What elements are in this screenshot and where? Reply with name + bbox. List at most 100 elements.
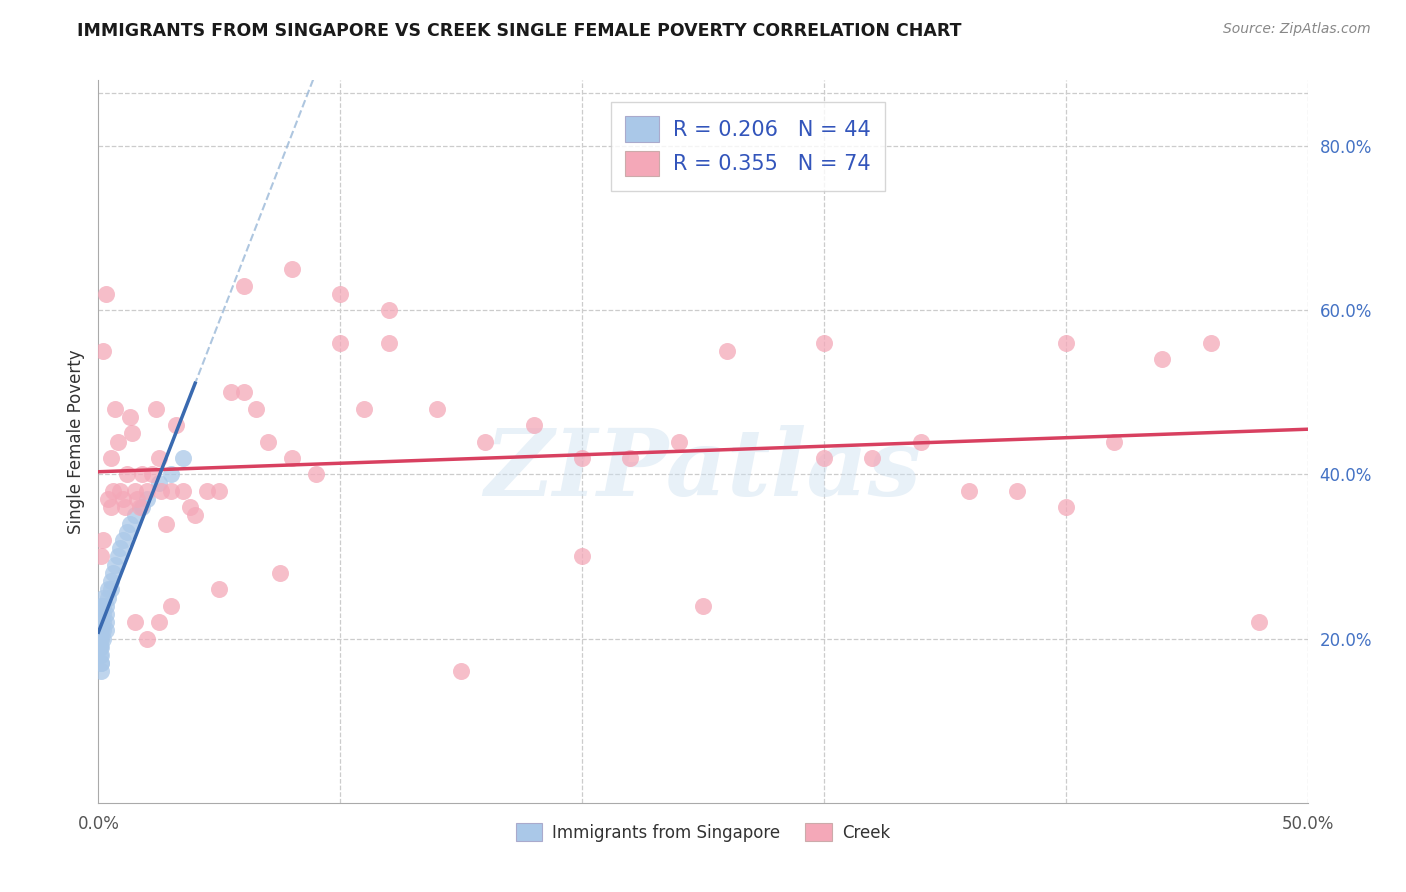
Point xyxy=(1249,615,1271,630)
Point xyxy=(90,615,112,630)
Point xyxy=(155,516,177,531)
Point xyxy=(100,574,122,588)
Point xyxy=(100,450,122,465)
Point xyxy=(91,615,114,630)
Point xyxy=(208,483,231,498)
Point xyxy=(91,599,114,613)
Point xyxy=(90,599,112,613)
Point xyxy=(160,599,183,613)
Point xyxy=(172,483,194,498)
Point xyxy=(1054,500,1077,515)
Point xyxy=(160,467,183,482)
Text: IMMIGRANTS FROM SINGAPORE VS CREEK SINGLE FEMALE POVERTY CORRELATION CHART: IMMIGRANTS FROM SINGAPORE VS CREEK SINGL… xyxy=(77,22,962,40)
Point xyxy=(1054,336,1077,351)
Point xyxy=(813,336,835,351)
Point xyxy=(100,582,122,597)
Point xyxy=(97,591,120,605)
Point xyxy=(135,632,157,646)
Point xyxy=(89,632,111,646)
Point xyxy=(353,401,375,416)
Point xyxy=(91,344,114,359)
Point xyxy=(124,508,146,523)
Point xyxy=(107,434,129,449)
Point xyxy=(101,483,124,498)
Point xyxy=(1007,483,1029,498)
Point xyxy=(90,632,112,646)
Point xyxy=(114,500,136,515)
Point xyxy=(165,418,187,433)
Point xyxy=(90,640,112,654)
Point xyxy=(97,491,120,506)
Point xyxy=(232,278,254,293)
Point xyxy=(232,385,254,400)
Point xyxy=(571,450,593,465)
Point xyxy=(281,262,304,277)
Point xyxy=(108,483,131,498)
Point xyxy=(100,500,122,515)
Point xyxy=(426,401,449,416)
Point xyxy=(619,450,641,465)
Point xyxy=(117,467,139,482)
Point xyxy=(1199,336,1222,351)
Point xyxy=(813,450,835,465)
Point xyxy=(108,541,131,556)
Point xyxy=(692,599,714,613)
Point xyxy=(97,582,120,597)
Point xyxy=(571,549,593,564)
Point xyxy=(104,401,127,416)
Point xyxy=(94,615,117,630)
Point xyxy=(111,491,134,506)
Point xyxy=(91,632,114,646)
Point xyxy=(145,401,167,416)
Point xyxy=(208,582,231,597)
Point xyxy=(94,624,117,638)
Point xyxy=(474,434,496,449)
Point xyxy=(89,624,111,638)
Point xyxy=(91,533,114,547)
Point xyxy=(160,483,183,498)
Point xyxy=(179,500,201,515)
Point xyxy=(148,615,170,630)
Point xyxy=(305,467,328,482)
Point xyxy=(90,665,112,679)
Point xyxy=(89,640,111,654)
Point xyxy=(91,624,114,638)
Point xyxy=(118,516,141,531)
Point xyxy=(124,483,146,498)
Point xyxy=(127,491,149,506)
Point xyxy=(89,607,111,621)
Point xyxy=(94,599,117,613)
Text: ZIPatlas: ZIPatlas xyxy=(485,425,921,516)
Point xyxy=(90,657,112,671)
Point xyxy=(135,483,157,498)
Point xyxy=(141,467,163,482)
Point xyxy=(121,426,143,441)
Point xyxy=(90,648,112,662)
Point xyxy=(450,665,472,679)
Point xyxy=(523,418,546,433)
Point xyxy=(89,615,111,630)
Point xyxy=(910,434,932,449)
Point xyxy=(281,450,304,465)
Point xyxy=(245,401,267,416)
Point xyxy=(221,385,243,400)
Point xyxy=(135,491,157,506)
Point xyxy=(91,607,114,621)
Point xyxy=(148,450,170,465)
Point xyxy=(716,344,738,359)
Point xyxy=(124,615,146,630)
Point xyxy=(329,286,352,301)
Point xyxy=(957,483,980,498)
Point xyxy=(377,336,399,351)
Point xyxy=(117,524,139,539)
Point xyxy=(107,549,129,564)
Point xyxy=(148,475,170,490)
Point xyxy=(131,500,153,515)
Point xyxy=(90,624,112,638)
Point xyxy=(104,558,127,572)
Point xyxy=(1152,352,1174,367)
Point xyxy=(118,409,141,424)
Point xyxy=(860,450,883,465)
Point xyxy=(90,549,112,564)
Point xyxy=(269,566,291,580)
